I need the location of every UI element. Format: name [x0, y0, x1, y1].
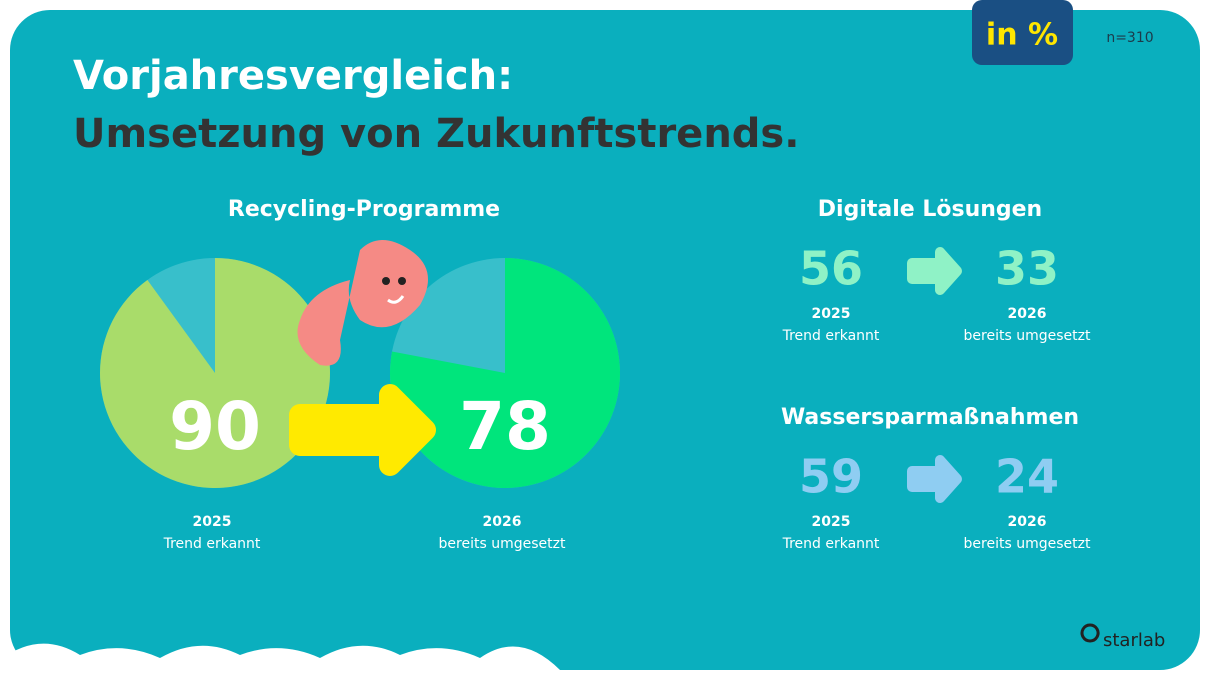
caption: bereits umgesetzt — [964, 328, 1091, 344]
sample-size: n=310 — [1106, 30, 1153, 46]
caption: bereits umgesetzt — [439, 536, 566, 552]
comparison-value: 33 — [995, 242, 1059, 296]
wave — [0, 643, 560, 680]
smile — [387, 295, 405, 304]
section-title: Recycling-Programme — [228, 197, 500, 222]
badge-box — [972, 0, 1073, 65]
title-line-1: Vorjahresvergleich: — [73, 53, 513, 99]
pie-slice — [99, 258, 330, 488]
arrow — [907, 455, 962, 503]
arrow — [289, 384, 436, 476]
arrow — [907, 247, 962, 295]
caption: Trend erkannt — [163, 536, 261, 552]
pie-slice — [389, 258, 620, 488]
comparison-title: Wassersparmaßnahmen — [781, 405, 1079, 430]
pie-value: 90 — [169, 388, 261, 465]
logo: starlab — [1103, 630, 1165, 651]
pie-value: 78 — [459, 388, 551, 465]
year: 2026 — [1008, 514, 1047, 530]
logo-icon — [1080, 623, 1100, 643]
year: 2025 — [812, 514, 851, 530]
caption: Trend erkannt — [782, 536, 880, 552]
caption: Trend erkannt — [782, 328, 880, 344]
year: 2025 — [812, 306, 851, 322]
comparison-value: 24 — [995, 450, 1059, 504]
caption: bereits umgesetzt — [964, 536, 1091, 552]
badge: in % — [986, 18, 1058, 53]
year: 2025 — [193, 514, 232, 530]
year: 2026 — [483, 514, 522, 530]
year: 2026 — [1008, 306, 1047, 322]
title-line-2: Umsetzung von Zukunftstrends. — [73, 111, 799, 157]
comparison-value: 59 — [799, 450, 863, 504]
blob — [297, 240, 428, 366]
eye — [382, 277, 390, 285]
comparison-title: Digitale Lösungen — [818, 197, 1042, 222]
eye — [398, 277, 406, 285]
comparison-value: 56 — [799, 242, 863, 296]
